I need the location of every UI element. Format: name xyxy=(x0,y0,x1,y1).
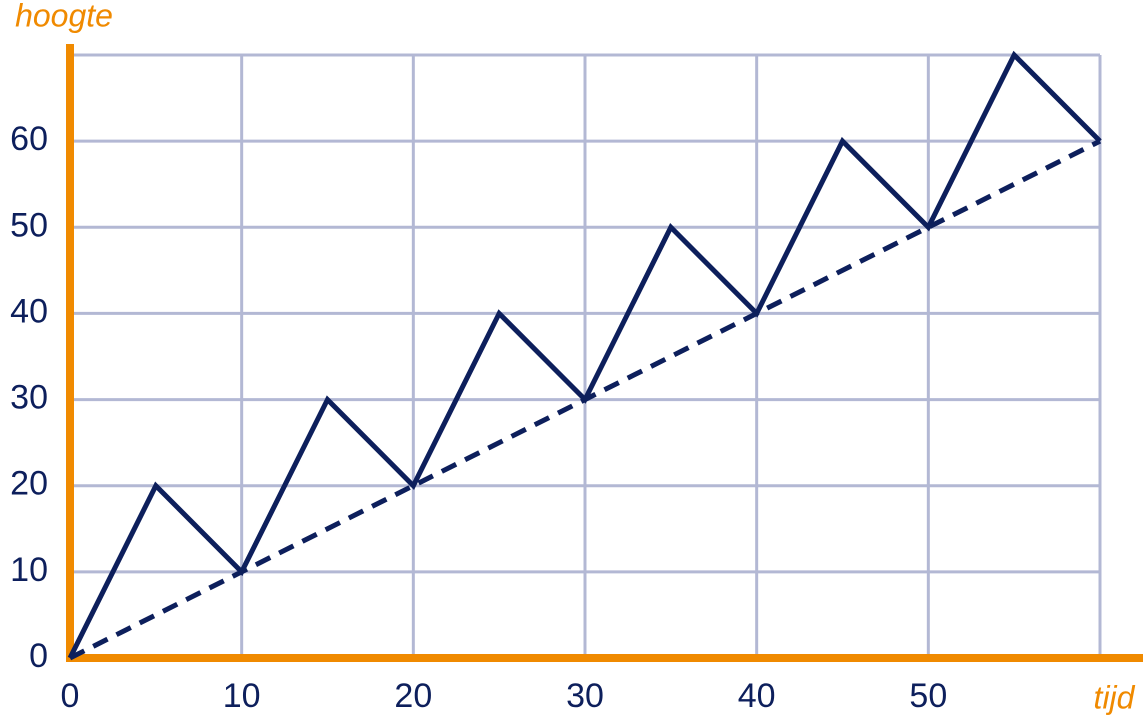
line-series xyxy=(68,138,1102,661)
x-tick-label: 10 xyxy=(223,677,261,715)
y-tick-label: 40 xyxy=(10,292,48,330)
y-tick-label: 0 xyxy=(29,637,48,675)
x-tick-label: 0 xyxy=(61,677,80,715)
x-tick-label: 30 xyxy=(566,677,604,715)
x-tick-label: 50 xyxy=(909,677,947,715)
x-axis-title: tijd xyxy=(1094,679,1136,715)
y-axis-title: hoogte xyxy=(15,0,113,33)
y-tick-label: 10 xyxy=(10,551,48,589)
y-tick-label: 30 xyxy=(10,379,48,417)
x-tick-label: 20 xyxy=(394,677,432,715)
y-tick-label: 50 xyxy=(10,206,48,244)
y-tick-label: 20 xyxy=(10,465,48,503)
y-tick-label: 60 xyxy=(10,120,48,158)
x-tick-label: 40 xyxy=(738,677,776,715)
